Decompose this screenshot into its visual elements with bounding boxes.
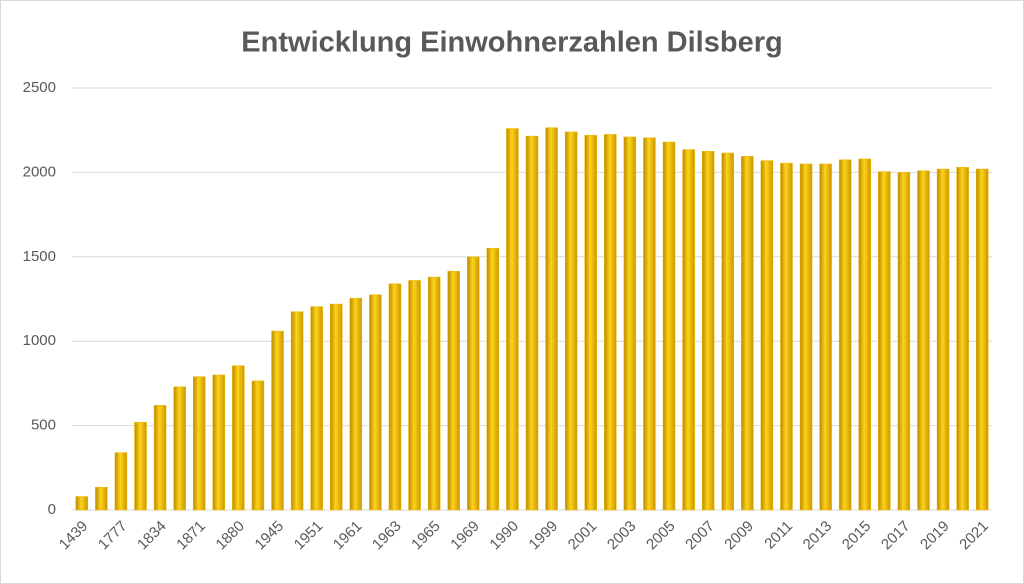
bar: [388, 283, 402, 511]
y-tick-label: 2000: [23, 163, 56, 180]
bar: [819, 163, 832, 511]
bar: [212, 374, 226, 511]
bar: [75, 496, 89, 511]
bar: [917, 170, 930, 511]
bar: [584, 135, 597, 511]
bar: [564, 131, 578, 511]
y-tick-label: 1000: [23, 332, 56, 349]
bar: [760, 160, 774, 511]
bar: [408, 280, 421, 511]
bar: [878, 171, 891, 511]
bar: [232, 365, 245, 511]
bar: [95, 486, 108, 511]
bar: [936, 168, 950, 511]
bar: [682, 149, 695, 511]
y-tick-label: 2500: [23, 79, 56, 96]
bar: [623, 136, 637, 511]
bar: [858, 158, 872, 511]
chart-title: Entwicklung Einwohnerzahlen Dilsberg: [241, 27, 782, 59]
bar: [369, 294, 382, 511]
bar: [780, 162, 793, 511]
bar: [956, 167, 969, 511]
bar: [330, 303, 343, 511]
y-tick-label: 0: [48, 501, 56, 518]
bar: [486, 248, 500, 511]
bar: [173, 386, 186, 511]
bar: [192, 376, 206, 511]
bar: [741, 156, 754, 511]
bar: [838, 159, 852, 511]
bar: [643, 137, 656, 511]
bar: [975, 168, 989, 511]
bar: [721, 152, 734, 511]
bar: [290, 311, 304, 511]
bar: [447, 270, 460, 511]
bar: [467, 256, 480, 511]
bar: [506, 128, 519, 511]
y-tick-label: 1500: [23, 248, 56, 265]
bar: [114, 452, 128, 511]
bar: [349, 297, 363, 511]
bar: [271, 330, 284, 511]
bar: [153, 405, 167, 511]
bar: [897, 172, 911, 511]
y-tick-label: 500: [31, 417, 56, 434]
bar: [604, 134, 617, 511]
bar: [251, 380, 265, 511]
bar: [799, 163, 813, 511]
bar: [525, 135, 539, 511]
bar: [545, 127, 558, 511]
bar: [427, 276, 441, 511]
bar: [662, 141, 676, 511]
bar: [134, 421, 147, 511]
bar: [701, 151, 715, 511]
bar: [310, 306, 323, 511]
